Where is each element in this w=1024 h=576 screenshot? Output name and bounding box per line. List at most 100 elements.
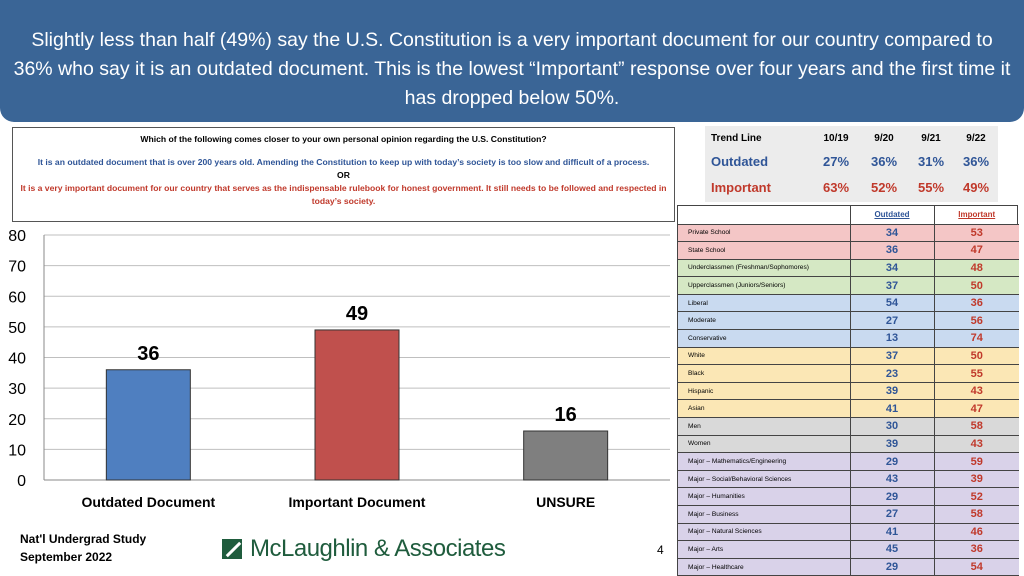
demographic-label: Major – Healthcare — [678, 558, 850, 576]
demographic-important-value: 47 — [933, 241, 1019, 260]
demographics-row: Major – Social/Behavioral Sciences 43 39 — [678, 470, 1019, 489]
y-tick-label: 30 — [8, 381, 26, 398]
bar — [314, 329, 400, 481]
demographics-row: Underclassmen (Freshman/Sophomores) 34 48 — [678, 259, 1019, 278]
y-tick-label: 50 — [8, 320, 26, 337]
x-category-label: Outdated Document — [81, 494, 215, 510]
demographic-label: Private School — [678, 224, 850, 243]
demographic-important-value: 58 — [933, 505, 1019, 524]
demographics-row: Women 39 43 — [678, 435, 1019, 454]
demographic-outdated-value: 37 — [849, 347, 934, 366]
demographics-row: Major – Natural Sciences 41 46 — [678, 523, 1019, 542]
study-name: Nat'l Undergrad Study — [20, 532, 147, 546]
option-or: OR — [337, 170, 350, 180]
demographics-row: Major – Humanities 29 52 — [678, 487, 1019, 506]
demographic-label: Liberal — [678, 294, 850, 313]
demographic-label: Women — [678, 435, 850, 454]
demographic-important-value: 39 — [933, 470, 1019, 489]
demographic-important-value: 48 — [933, 259, 1019, 278]
demographics-header-blank — [678, 206, 850, 225]
trend-outdated-label: Outdated — [711, 154, 769, 169]
demographic-important-value: 36 — [933, 540, 1019, 559]
demographics-row: Men 30 58 — [678, 417, 1019, 436]
demographic-label: Underclassmen (Freshman/Sophomores) — [678, 259, 850, 278]
demographic-important-value: 58 — [933, 417, 1019, 436]
bar-data-label: 49 — [346, 303, 368, 325]
demographic-outdated-value: 39 — [849, 435, 934, 454]
title-banner: Slightly less than half (49%) say the U.… — [0, 0, 1024, 122]
bar-chart: 0 10 20 30 40 50 60 70 80 36 Outdated Document 49 Im… — [8, 228, 670, 510]
demographics-row: Conservative 13 74 — [678, 329, 1019, 348]
trend-header-year: 9/21 — [921, 133, 941, 144]
demographic-outdated-value: 36 — [849, 241, 934, 260]
demographics-row: Major – Healthcare 29 54 — [678, 558, 1019, 576]
demographic-label: Major – Business — [678, 505, 850, 524]
demographic-outdated-value: 41 — [849, 399, 934, 419]
trend-header-year: 9/22 — [966, 133, 986, 144]
y-tick-label: 80 — [8, 228, 26, 245]
company-logo: McLaughlin & Associates — [222, 535, 506, 562]
demographic-outdated-value: 34 — [849, 259, 934, 278]
demographics-row: Hispanic 39 43 — [678, 382, 1019, 401]
trend-outdated-value: 36% — [870, 154, 898, 169]
demographics-row: Major – Business 27 58 — [678, 505, 1019, 524]
demographic-label: Major – Natural Sciences — [678, 523, 850, 542]
demographic-outdated-value: 27 — [849, 505, 934, 524]
trend-important-row: Important 63% 52% 55% 49% — [705, 175, 998, 201]
logo-text: McLaughlin & Associates — [250, 535, 506, 562]
demographic-label: Upperclassmen (Juniors/Seniors) — [678, 276, 850, 295]
bar-data-label: 36 — [137, 343, 159, 365]
trend-important-value: 63% — [822, 180, 850, 195]
demographic-outdated-value: 45 — [849, 540, 934, 559]
demographic-label: Asian — [678, 399, 850, 419]
y-tick-label: 60 — [8, 289, 26, 306]
demographic-label: Black — [678, 364, 850, 383]
y-tick-label: 20 — [8, 412, 26, 429]
demographic-important-value: 46 — [933, 523, 1019, 542]
page-number: 4 — [657, 543, 664, 557]
question-box: Which of the following comes closer to y… — [12, 127, 675, 222]
y-tick-label: 10 — [8, 442, 26, 459]
demographic-outdated-value: 29 — [849, 487, 934, 506]
demographics-row: Liberal 54 36 — [678, 294, 1019, 313]
option-important: It is a very important document for our … — [20, 183, 667, 206]
trend-important-label: Important — [711, 180, 771, 195]
trend-outdated-value: 36% — [962, 154, 990, 169]
demographics-row: Private School 34 53 — [678, 224, 1019, 243]
demographics-row: State School 36 47 — [678, 241, 1019, 260]
y-tick-label: 40 — [8, 351, 26, 368]
demographic-outdated-value: 23 — [849, 364, 934, 383]
demographic-outdated-value: 13 — [849, 329, 934, 348]
bar-data-label: 16 — [555, 404, 577, 426]
demographics-header-important: Important — [933, 206, 1019, 225]
demographic-important-value: 74 — [933, 329, 1019, 348]
demographic-label: Hispanic — [678, 382, 850, 401]
demographic-outdated-value: 29 — [849, 452, 934, 471]
demographic-label: White — [678, 347, 850, 366]
study-date: September 2022 — [20, 550, 113, 564]
trend-header-year: 9/20 — [874, 133, 894, 144]
demographic-outdated-value: 54 — [849, 294, 934, 313]
trend-important-value: 52% — [870, 180, 898, 195]
trend-table: Trend Line 10/19 9/20 9/21 9/22 Outdated… — [705, 126, 998, 202]
demographic-important-value: 56 — [933, 311, 1019, 331]
y-tick-label: 70 — [8, 259, 26, 276]
trend-important-value: 49% — [962, 180, 990, 195]
demographic-label: Major – Social/Behavioral Sciences — [678, 470, 850, 489]
demographic-outdated-value: 34 — [849, 224, 934, 243]
demographic-important-value: 50 — [933, 347, 1019, 366]
demographic-label: Major – Mathematics/Engineering — [678, 452, 850, 471]
bar — [105, 369, 191, 481]
trend-outdated-row: Outdated 27% 36% 31% 36% — [705, 149, 998, 175]
demographic-outdated-value: 43 — [849, 470, 934, 489]
demographic-important-value: 55 — [933, 364, 1019, 383]
trend-outdated-value: 31% — [917, 154, 945, 169]
demographic-important-value: 43 — [933, 382, 1019, 401]
demographic-important-value: 50 — [933, 276, 1019, 295]
demographic-important-value: 53 — [933, 224, 1019, 243]
demographic-important-value: 59 — [933, 452, 1019, 471]
trend-outdated-value: 27% — [822, 154, 850, 169]
demographics-body: Private School 34 53 State School 36 47 Underc… — [678, 224, 1019, 576]
footer-study: Nat'l Undergrad Study September 2022 — [20, 530, 146, 566]
demographic-important-value: 54 — [933, 558, 1019, 576]
